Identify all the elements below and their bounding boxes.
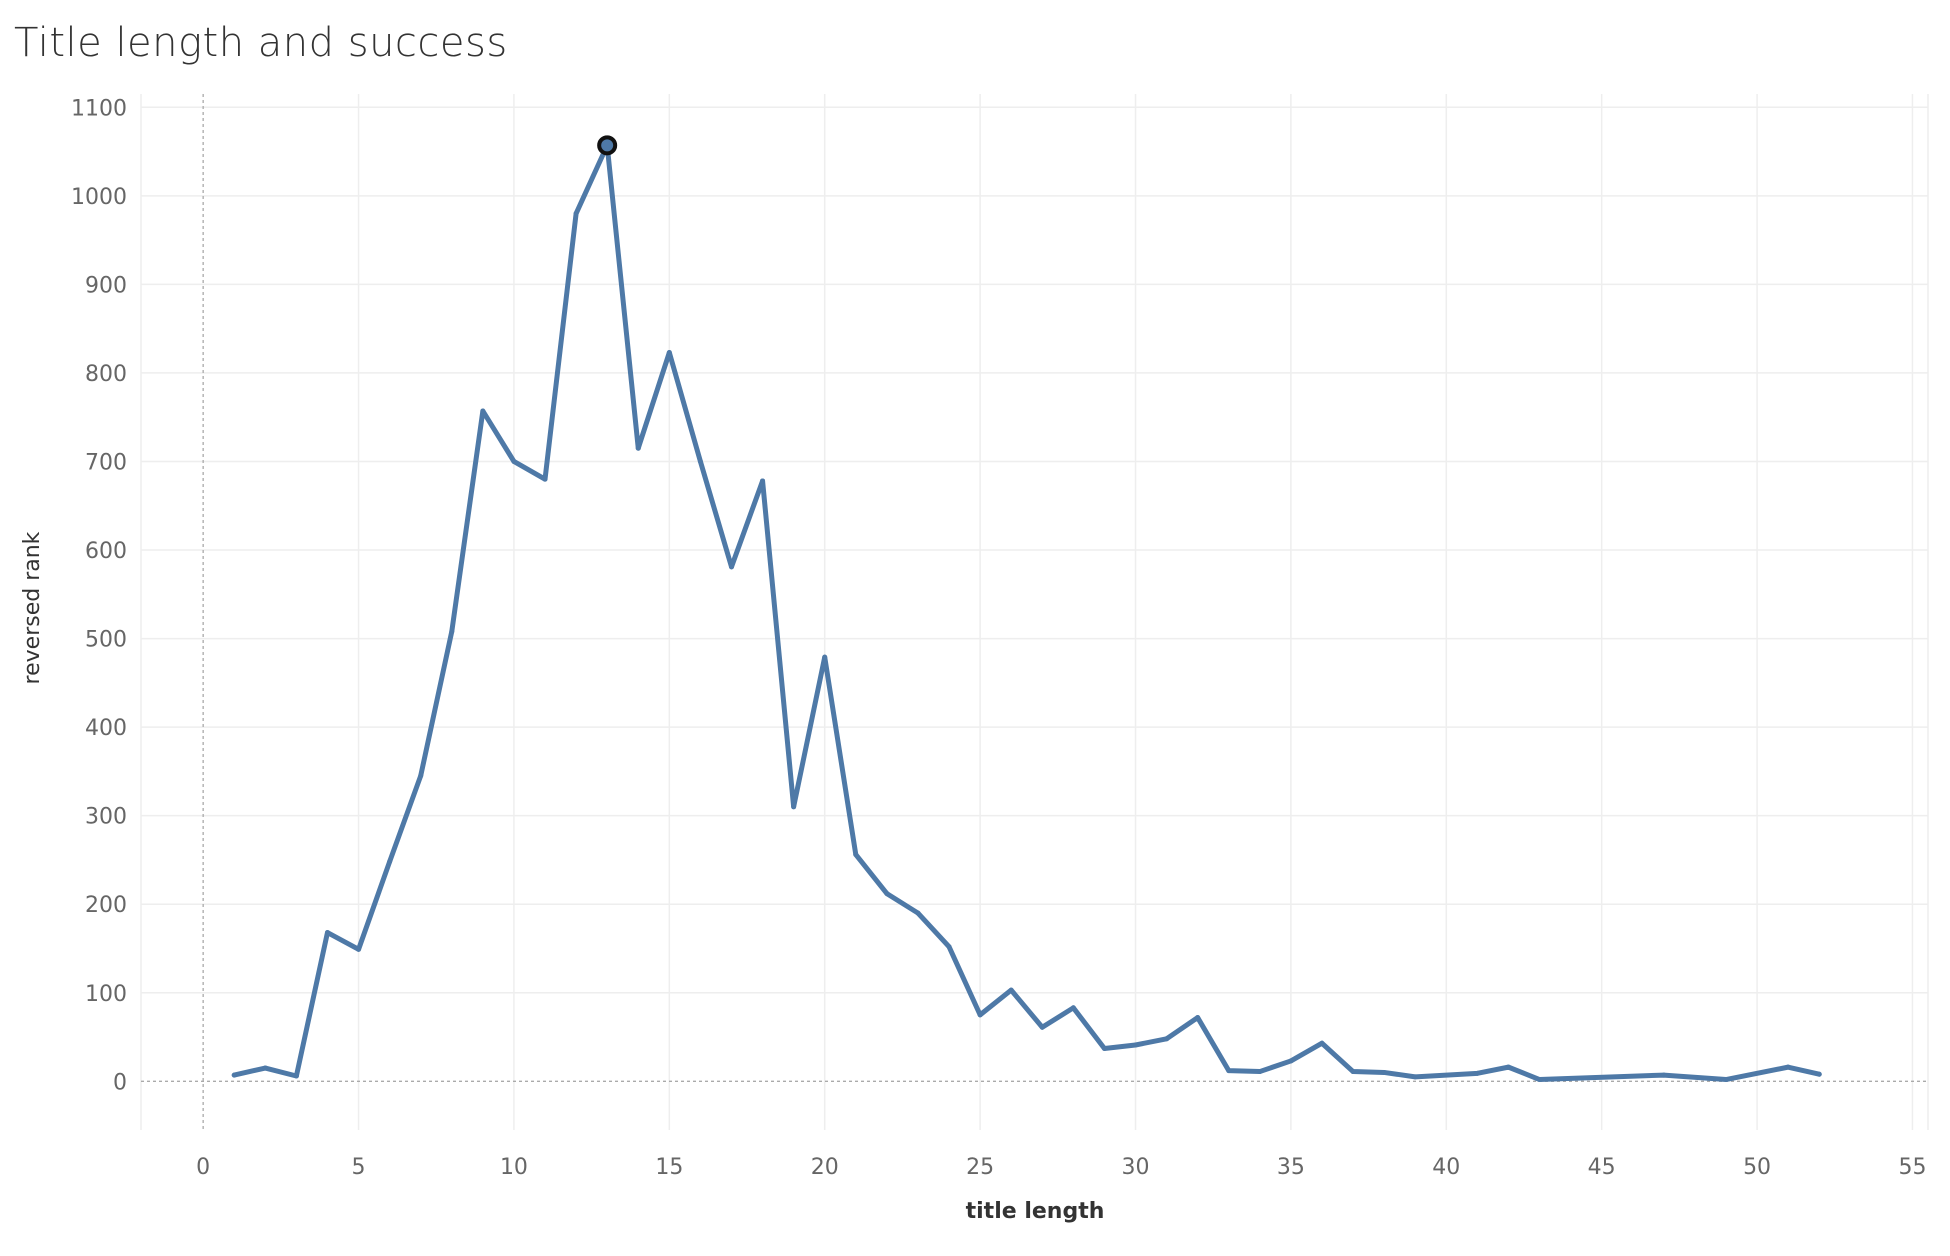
x-tick-label: 35 [1277,1155,1305,1180]
data-point[interactable] [1319,1040,1325,1046]
data-point[interactable] [1350,1069,1356,1075]
series-line [231,142,1822,1083]
x-tick-label: 10 [500,1155,528,1180]
data-point[interactable] [1257,1069,1263,1075]
x-tick-label: 5 [352,1155,366,1180]
data-point[interactable] [1288,1058,1294,1064]
y-tick-label: 100 [85,982,127,1007]
y-tick-label: 200 [85,893,127,918]
x-axis-label: title length [966,1199,1105,1224]
data-point[interactable] [449,628,455,634]
data-point[interactable] [1785,1064,1791,1070]
y-tick-label: 1100 [71,96,127,121]
x-axis-ticks: 0 5 10 15 20 25 30 35 40 45 50 55 [196,1155,1926,1180]
y-tick-label: 600 [85,539,127,564]
points-layer [231,135,1822,1083]
data-point[interactable] [480,408,486,414]
data-point[interactable] [1661,1072,1667,1078]
data-point[interactable] [1381,1069,1387,1075]
x-tick-label: 40 [1432,1155,1460,1180]
x-tick-label: 30 [1122,1155,1150,1180]
data-point[interactable] [1133,1042,1139,1048]
x-tick-label: 55 [1898,1155,1926,1180]
data-point[interactable] [231,1072,237,1078]
data-point[interactable] [728,564,734,570]
data-point[interactable] [822,654,828,660]
chart-title: Title length and success [14,20,508,66]
data-point[interactable] [1537,1077,1543,1083]
y-tick-label: 300 [85,805,127,830]
series-layer [231,142,1822,1083]
y-tick-label: 800 [85,362,127,387]
data-point[interactable] [1070,1005,1076,1011]
y-tick-label: 700 [85,450,127,475]
data-point[interactable] [1723,1077,1729,1083]
x-tick-label: 20 [811,1155,839,1180]
data-point[interactable] [511,458,517,464]
data-point[interactable] [293,1073,299,1079]
data-point[interactable] [977,1012,983,1018]
data-point[interactable] [1226,1068,1232,1074]
data-point[interactable] [573,211,579,217]
data-point[interactable] [760,478,766,484]
y-tick-label: 0 [113,1070,127,1095]
x-tick-label: 50 [1743,1155,1771,1180]
x-tick-label: 45 [1588,1155,1616,1180]
data-point[interactable] [418,773,424,779]
data-point[interactable] [1474,1070,1480,1076]
y-axis-label: reversed rank [20,531,45,684]
y-tick-label: 1000 [71,185,127,210]
y-tick-label: 400 [85,716,127,741]
data-point[interactable] [1008,987,1014,993]
data-point[interactable] [697,458,703,464]
x-tick-label: 0 [196,1155,210,1180]
grid-lines [140,94,1929,1130]
data-point[interactable] [946,944,952,950]
data-point[interactable] [356,946,362,952]
x-tick-label: 25 [966,1155,994,1180]
data-point[interactable] [1195,1015,1201,1021]
data-point[interactable] [791,804,797,810]
data-point[interactable] [542,476,548,482]
data-point[interactable] [666,350,672,356]
data-point[interactable] [1816,1071,1822,1077]
data-point[interactable] [635,445,641,451]
data-point[interactable] [262,1065,268,1071]
data-point[interactable] [324,930,330,936]
y-tick-label: 500 [85,628,127,653]
zero-lines [141,94,1928,1130]
data-point[interactable] [1101,1046,1107,1052]
data-point[interactable] [387,859,393,865]
data-point[interactable] [1164,1036,1170,1042]
highlighted-point[interactable] [597,135,618,156]
x-tick-label: 15 [655,1155,683,1180]
y-axis-ticks: 0 100 200 300 400 500 600 700 800 900 1000 1100 [71,96,127,1095]
data-point[interactable] [1039,1024,1045,1030]
data-point[interactable] [915,910,921,916]
y-tick-label: 900 [85,273,127,298]
data-point[interactable] [1412,1074,1418,1080]
data-point[interactable] [853,852,859,858]
data-point[interactable] [884,891,890,897]
data-point[interactable] [1505,1064,1511,1070]
